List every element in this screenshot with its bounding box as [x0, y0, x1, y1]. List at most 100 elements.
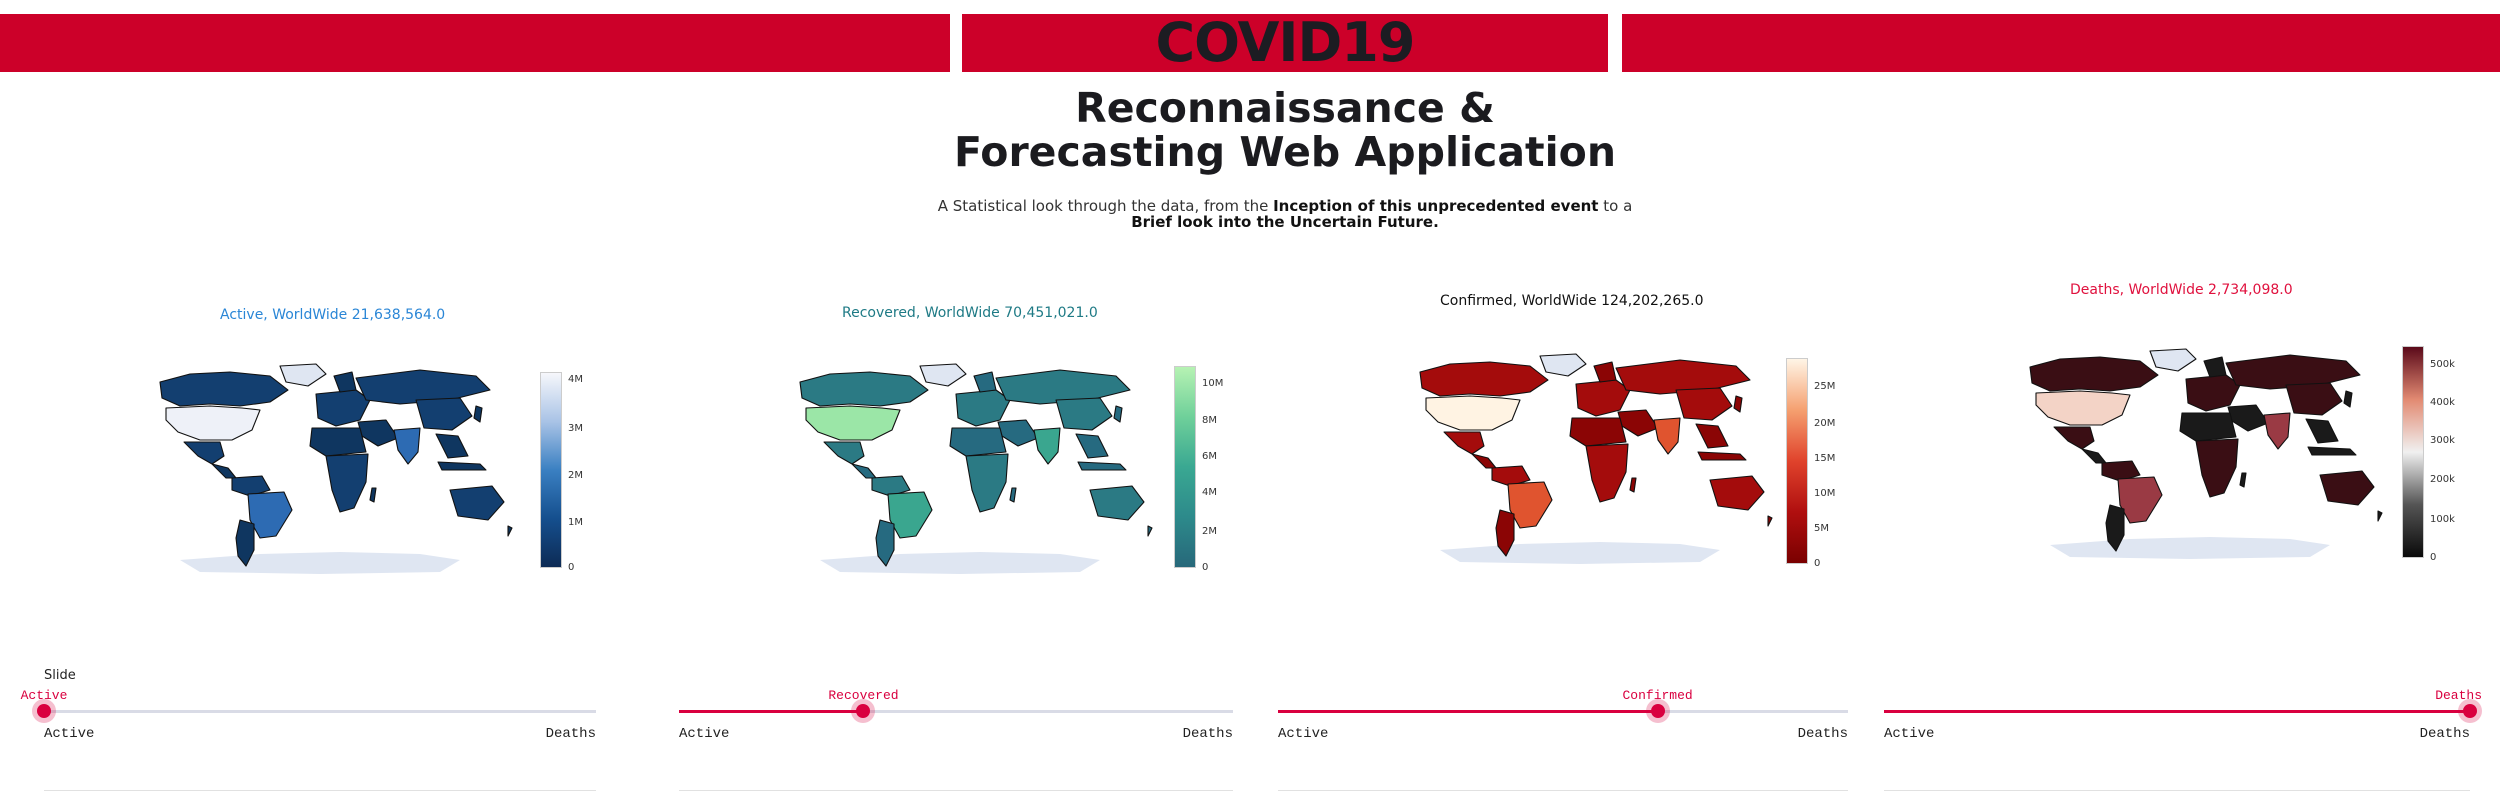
country-region-indonesia[interactable]	[437, 461, 487, 471]
metric-slider-2[interactable]: Recovered Active Deaths	[679, 688, 1233, 742]
country-region-india[interactable]	[1033, 427, 1061, 465]
colorbar-tick-label: 0	[1814, 558, 1821, 569]
country-region-nz[interactable]	[507, 525, 513, 537]
country-region-usa[interactable]	[1425, 395, 1521, 431]
country-region-africa-s[interactable]	[965, 453, 1009, 513]
country-region-greenland[interactable]	[2149, 348, 2197, 372]
country-region-russia[interactable]	[1615, 359, 1751, 395]
country-region-south-am-s[interactable]	[1495, 509, 1515, 557]
country-region-scandinavia[interactable]	[333, 371, 357, 393]
country-region-brazil[interactable]	[887, 491, 933, 539]
page-title: Reconnaissance & Forecasting Web Applica…	[750, 86, 1820, 174]
country-region-mexico[interactable]	[823, 441, 865, 465]
country-region-madagascar[interactable]	[2239, 472, 2247, 488]
metric-slider-4[interactable]: Deaths Active Deaths	[1884, 688, 2482, 742]
country-region-australia[interactable]	[1709, 475, 1765, 511]
country-region-madagascar[interactable]	[1629, 477, 1637, 493]
country-region-south-am-s[interactable]	[875, 519, 895, 567]
country-region-se-asia[interactable]	[1075, 433, 1109, 459]
country-region-central-am[interactable]	[851, 463, 877, 479]
country-region-south-am-s[interactable]	[2105, 504, 2125, 552]
country-region-china[interactable]	[415, 397, 473, 431]
country-region-se-asia[interactable]	[435, 433, 469, 459]
country-region-china[interactable]	[1055, 397, 1113, 431]
country-region-australia[interactable]	[1089, 485, 1145, 521]
country-region-indonesia[interactable]	[1697, 451, 1747, 461]
country-region-europe[interactable]	[1575, 379, 1631, 417]
country-region-africa-s[interactable]	[1585, 443, 1629, 503]
country-region-europe[interactable]	[2185, 374, 2241, 412]
country-region-usa[interactable]	[165, 405, 261, 441]
country-region-china[interactable]	[1675, 387, 1733, 421]
country-region-india[interactable]	[1653, 417, 1681, 455]
country-region-indonesia[interactable]	[1077, 461, 1127, 471]
country-region-se-asia[interactable]	[1695, 423, 1729, 449]
country-region-india[interactable]	[2263, 412, 2291, 450]
country-region-nz[interactable]	[1147, 525, 1153, 537]
world-map-confirmed[interactable]	[1380, 350, 1780, 570]
country-region-europe[interactable]	[955, 389, 1011, 427]
country-region-central-am[interactable]	[2081, 448, 2107, 464]
country-region-canada[interactable]	[2029, 356, 2159, 392]
world-map-deaths[interactable]	[1990, 345, 2390, 565]
world-map-active[interactable]	[120, 360, 520, 580]
country-region-madagascar[interactable]	[369, 487, 377, 503]
country-region-india[interactable]	[393, 427, 421, 465]
country-region-central-am[interactable]	[1471, 453, 1497, 469]
country-region-japan[interactable]	[473, 405, 483, 423]
metric-slider-3[interactable]: Confirmed Active Deaths	[1278, 688, 1848, 742]
country-region-brazil[interactable]	[1507, 481, 1553, 529]
country-region-south-am-s[interactable]	[235, 519, 255, 567]
country-region-greenland[interactable]	[1539, 353, 1587, 377]
world-map-recovered[interactable]	[760, 360, 1160, 580]
country-region-central-am[interactable]	[211, 463, 237, 479]
country-region-africa-n[interactable]	[1569, 417, 1627, 447]
country-region-russia[interactable]	[2225, 354, 2361, 390]
country-region-canada[interactable]	[159, 371, 289, 407]
country-region-nz[interactable]	[2377, 510, 2383, 522]
country-region-africa-n[interactable]	[2179, 412, 2237, 442]
country-region-mexico[interactable]	[183, 441, 225, 465]
country-region-japan[interactable]	[1113, 405, 1123, 423]
colorbar-tick-label: 10M	[1202, 378, 1224, 390]
country-region-canada[interactable]	[799, 371, 929, 407]
country-region-africa-n[interactable]	[309, 427, 367, 457]
country-region-brazil[interactable]	[2117, 476, 2163, 524]
country-region-japan[interactable]	[2343, 390, 2353, 408]
slider-handle[interactable]	[856, 704, 871, 718]
country-region-mexico[interactable]	[2053, 426, 2095, 450]
slider-mark-min: Active	[1884, 726, 1935, 742]
country-region-usa[interactable]	[805, 405, 901, 441]
country-region-indonesia[interactable]	[2307, 446, 2357, 456]
country-region-africa-n[interactable]	[949, 427, 1007, 457]
country-region-africa-s[interactable]	[325, 453, 369, 513]
country-region-japan[interactable]	[1733, 395, 1743, 413]
metric-slider-1[interactable]: Active Active Deaths	[21, 688, 596, 742]
country-region-greenland[interactable]	[279, 363, 327, 387]
country-region-africa-s[interactable]	[2195, 438, 2239, 498]
country-region-russia[interactable]	[355, 369, 491, 405]
country-region-russia[interactable]	[995, 369, 1131, 405]
country-region-nz[interactable]	[1767, 515, 1773, 527]
divider	[679, 790, 1233, 791]
slider-handle[interactable]	[37, 704, 51, 718]
country-region-scandinavia[interactable]	[973, 371, 997, 393]
slider-handle[interactable]	[1650, 704, 1665, 718]
slider-mark-max: Deaths	[2419, 726, 2470, 742]
country-region-mexico[interactable]	[1443, 431, 1485, 455]
country-region-australia[interactable]	[2319, 470, 2375, 506]
country-region-brazil[interactable]	[247, 491, 293, 539]
country-region-greenland[interactable]	[919, 363, 967, 387]
colorbar-confirmed	[1786, 358, 1808, 564]
country-region-madagascar[interactable]	[1009, 487, 1017, 503]
colorbar-tick-label: 0	[568, 562, 575, 573]
country-region-scandinavia[interactable]	[1593, 361, 1617, 383]
country-region-scandinavia[interactable]	[2203, 356, 2227, 378]
slider-handle[interactable]	[2463, 704, 2477, 718]
country-region-canada[interactable]	[1419, 361, 1549, 397]
country-region-se-asia[interactable]	[2305, 418, 2339, 444]
country-region-australia[interactable]	[449, 485, 505, 521]
country-region-china[interactable]	[2285, 382, 2343, 416]
country-region-usa[interactable]	[2035, 390, 2131, 426]
country-region-europe[interactable]	[315, 389, 371, 427]
